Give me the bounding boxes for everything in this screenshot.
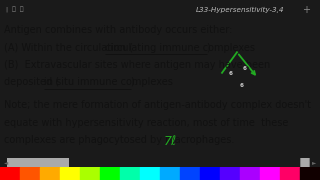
Text: +: + (302, 5, 310, 15)
Bar (80, 166, 100, 180)
Text: Antigen combines with antibody occurs either:: Antigen combines with antibody occurs ei… (4, 25, 232, 35)
Text: 6: 6 (240, 83, 244, 88)
Text: L33-Hypersensitivity-3,4: L33-Hypersensitivity-3,4 (196, 7, 284, 13)
Bar (20, 166, 40, 180)
Text: Note; the mere formation of antigen-antibody complex doesn't: Note; the mere formation of antigen-anti… (4, 100, 311, 110)
Text: 6: 6 (243, 66, 247, 71)
Text: ): ) (207, 43, 211, 53)
Text: equate with hypersensitivity reaction, most of time  these: equate with hypersensitivity reaction, m… (4, 118, 288, 128)
Circle shape (301, 128, 309, 180)
Bar (120, 166, 140, 180)
Text: |  ⛲  🔍: | ⛲ 🔍 (6, 7, 24, 13)
Bar (180, 166, 200, 180)
FancyBboxPatch shape (7, 150, 69, 174)
Text: in situ immune complexes: in situ immune complexes (44, 77, 173, 87)
Bar (220, 166, 240, 180)
Text: deposited (: deposited ( (4, 77, 59, 87)
Text: (B)  Extravascular sites where antigen may have been: (B) Extravascular sites where antigen ma… (4, 60, 270, 71)
Bar (140, 166, 160, 180)
Text: circulating immune complexes: circulating immune complexes (105, 43, 255, 53)
Text: complexes are phagocytosed by macrophages.: complexes are phagocytosed by macrophage… (4, 134, 234, 145)
Bar (160, 166, 180, 180)
Bar (300, 166, 320, 180)
Text: ◄: ◄ (4, 160, 8, 165)
Bar (280, 166, 300, 180)
Text: ►: ► (312, 160, 316, 165)
Bar (260, 166, 280, 180)
Text: (A) Within the circulation (: (A) Within the circulation ( (4, 43, 133, 53)
Bar (200, 166, 220, 180)
Bar (60, 166, 80, 180)
Text: 6: 6 (229, 71, 233, 76)
Bar (100, 166, 120, 180)
Bar (40, 166, 60, 180)
Text: ).: ). (131, 77, 138, 87)
Bar (0, 166, 20, 180)
Text: 7ℓ: 7ℓ (164, 134, 177, 148)
Bar (240, 166, 260, 180)
